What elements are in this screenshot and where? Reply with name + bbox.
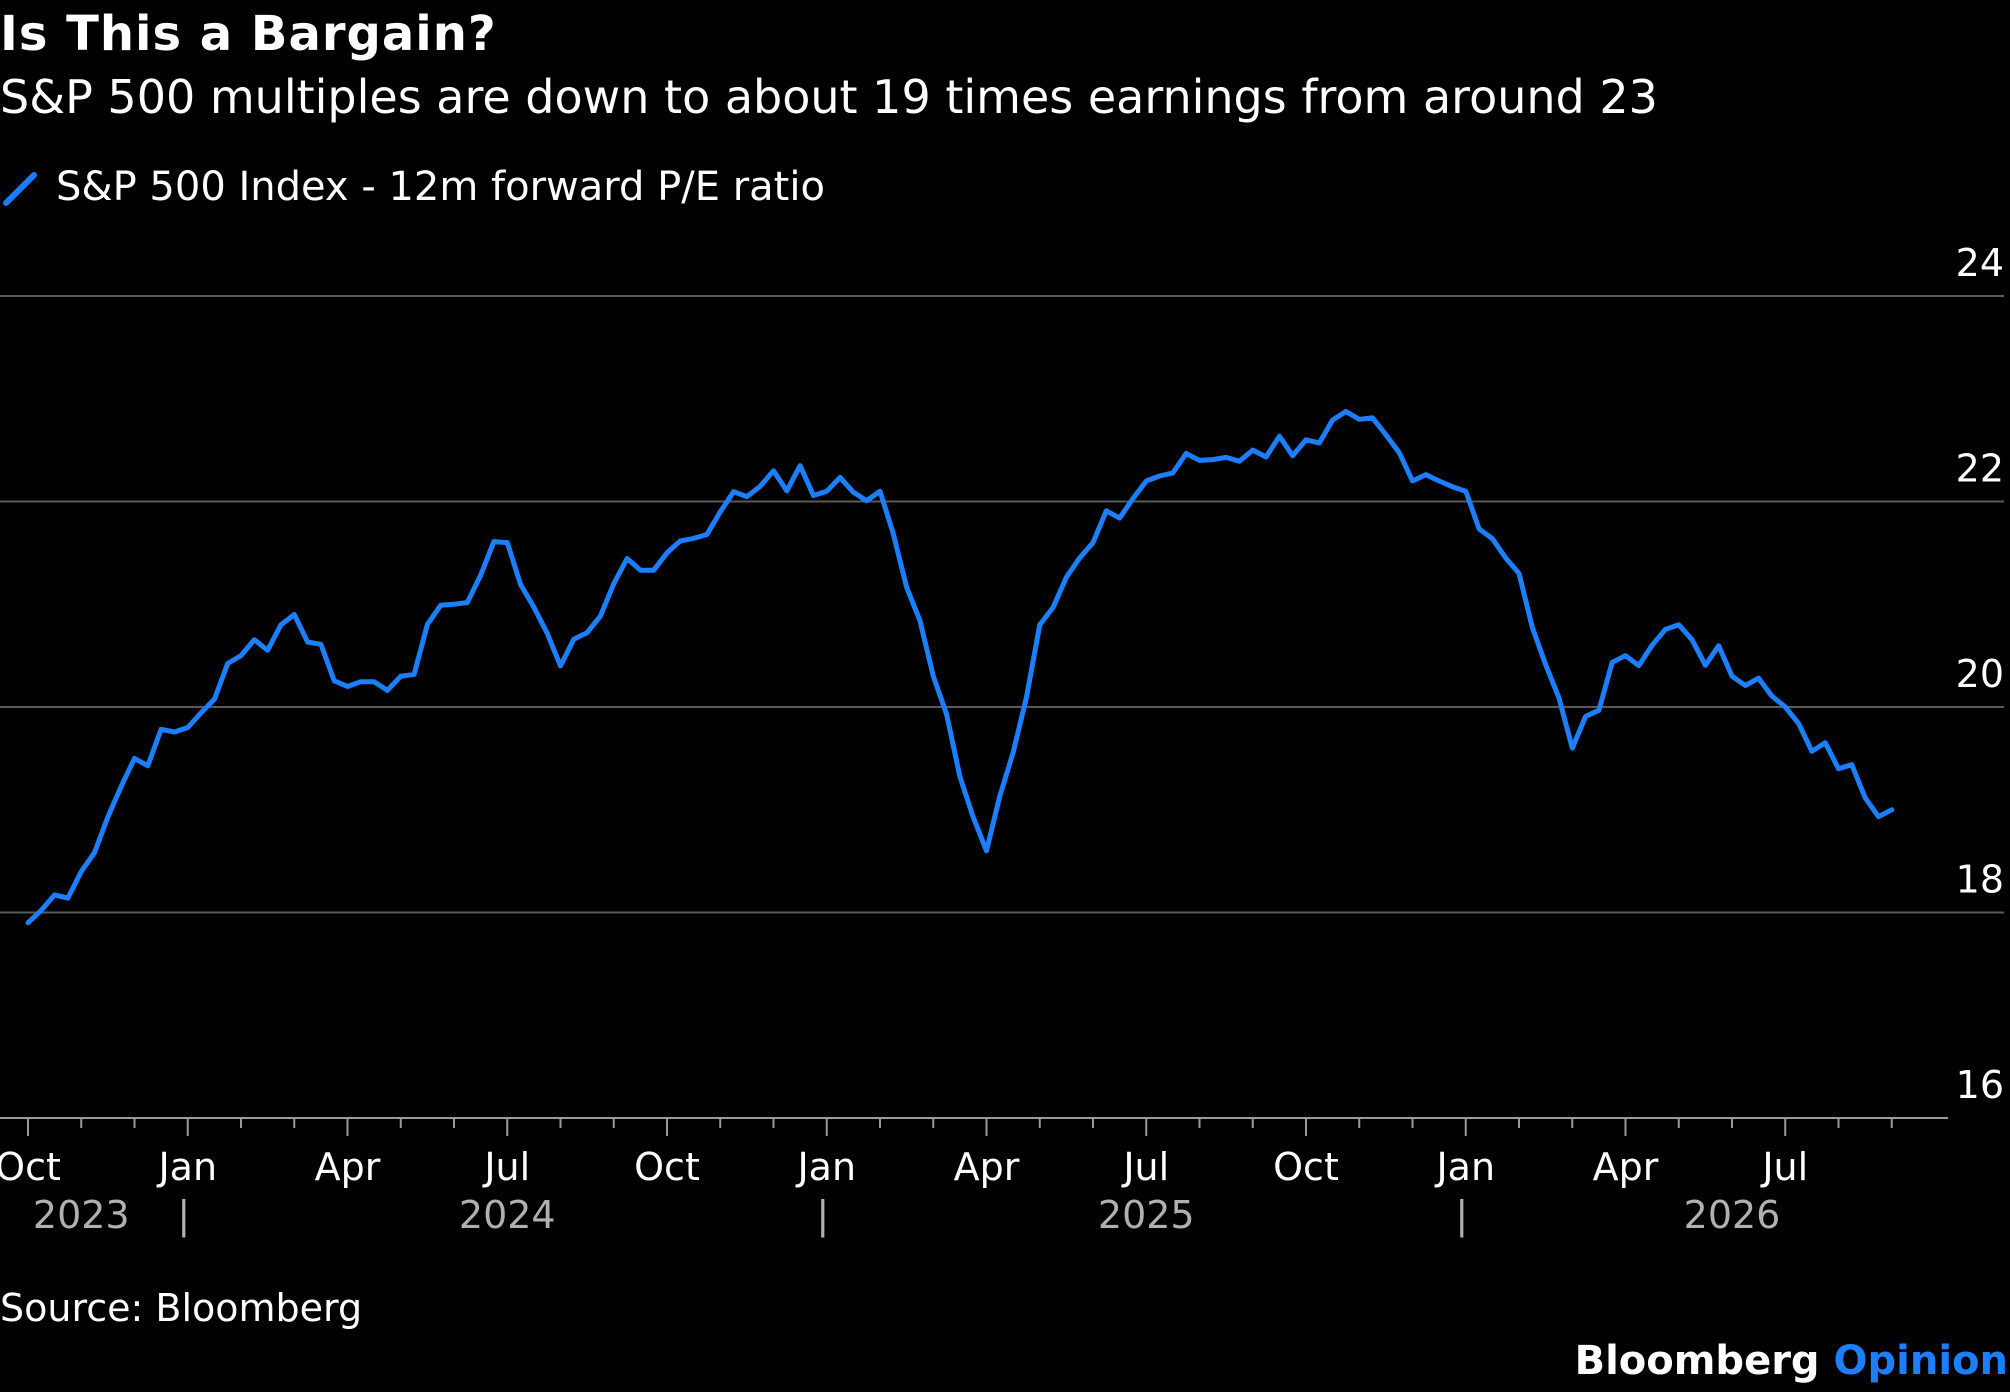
y-tick-label: 20 — [1956, 652, 2004, 696]
year-separator: | — [177, 1193, 190, 1238]
x-tick-label: Oct — [634, 1145, 700, 1189]
year-separator: | — [816, 1193, 829, 1238]
brand-logo: Bloomberg Opinion — [1575, 1338, 2008, 1384]
brand-suffix: Opinion — [1833, 1338, 2009, 1384]
legend-label: S&P 500 Index - 12m forward P/E ratio — [56, 164, 825, 210]
chart-subtitle: S&P 500 multiples are down to about 19 t… — [0, 70, 1658, 124]
y-tick-label: 24 — [1956, 241, 2004, 285]
y-axis: 24 22 20 18 16 — [1956, 241, 2004, 1107]
x-year-label: 2024 — [459, 1193, 556, 1237]
x-tick-label: Apr — [315, 1145, 381, 1189]
x-axis: Oct Jan Apr Jul Oct Jan Apr Jul Oct Jan Apr Jul 2023… — [0, 1117, 1948, 1238]
x-tick-label: Jan — [795, 1145, 856, 1189]
brand-name: Bloomberg — [1574, 1338, 1820, 1384]
x-tick-label: Oct — [0, 1145, 61, 1189]
x-tick-label: Apr — [1593, 1145, 1659, 1189]
legend-swatch-icon — [3, 172, 37, 206]
x-tick-label: Jan — [1434, 1145, 1495, 1189]
x-year-label: 2026 — [1684, 1193, 1781, 1237]
x-tick-label: Jul — [1760, 1145, 1808, 1189]
x-tick-label: Jul — [1121, 1145, 1169, 1189]
legend: S&P 500 Index - 12m forward P/E ratio — [0, 164, 825, 210]
y-tick-label: 22 — [1956, 447, 2004, 491]
x-tick-label: Oct — [1273, 1145, 1339, 1189]
source-note: Source: Bloomberg — [0, 1286, 363, 1330]
gridlines — [0, 295, 2004, 914]
y-tick-label: 16 — [1956, 1063, 2004, 1107]
year-separator: | — [1455, 1193, 1468, 1238]
series-line — [25, 409, 1895, 926]
x-year-label: 2023 — [33, 1193, 130, 1237]
x-tick-label: Apr — [954, 1145, 1020, 1189]
x-tick-label: Jul — [482, 1145, 530, 1189]
y-tick-label: 18 — [1956, 858, 2004, 902]
chart-title: Is This a Bargain? — [0, 6, 497, 62]
x-year-label: 2025 — [1098, 1193, 1195, 1237]
x-tick-label: Jan — [156, 1145, 217, 1189]
